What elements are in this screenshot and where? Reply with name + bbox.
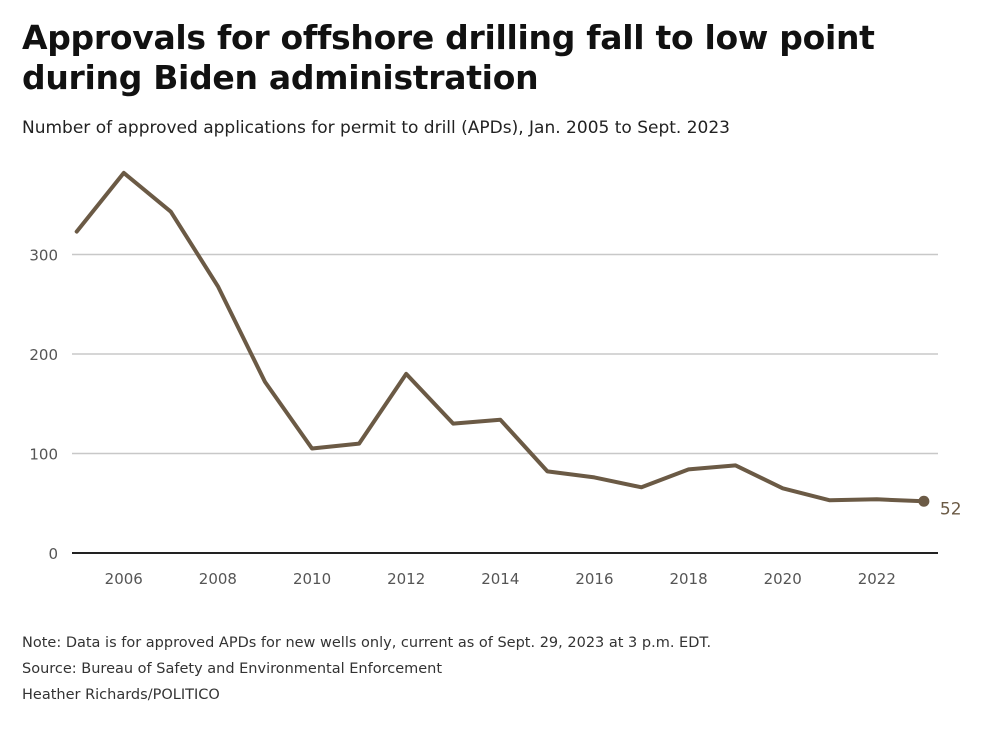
x-tick-label-2012: 2012 bbox=[387, 570, 425, 588]
footer-note: Note: Data is for approved APDs for new … bbox=[22, 635, 712, 651]
x-tick-label-2016: 2016 bbox=[575, 570, 613, 588]
x-tick-label-2008: 2008 bbox=[199, 570, 237, 588]
y-tick-label-100: 100 bbox=[29, 446, 58, 464]
x-tick-label-2014: 2014 bbox=[481, 570, 519, 588]
chart-subtitle: Number of approved applications for perm… bbox=[22, 118, 730, 138]
x-tick-label-2006: 2006 bbox=[105, 570, 143, 588]
footer: Note: Data is for approved APDs for new … bbox=[22, 630, 711, 708]
footer-credit: Heather Richards/POLITICO bbox=[22, 687, 220, 703]
x-tick-label-2020: 2020 bbox=[764, 570, 802, 588]
chart-title: Approvals for offshore drilling fall to … bbox=[22, 18, 875, 97]
end-point-marker bbox=[918, 495, 930, 507]
y-tick-label-300: 300 bbox=[29, 247, 58, 265]
y-tick-label-0: 0 bbox=[48, 545, 58, 563]
x-tick-label-2018: 2018 bbox=[669, 570, 707, 588]
footer-source: Source: Bureau of Safety and Environment… bbox=[22, 661, 443, 677]
x-tick-label-2010: 2010 bbox=[293, 570, 331, 588]
end-value-label: 52 bbox=[940, 499, 962, 519]
series-line-0 bbox=[74, 170, 926, 504]
x-tick-label-2022: 2022 bbox=[858, 570, 896, 588]
line-chart: 0 100 200 300 2006 2008 2010 2012 2014 2016 2018 20… bbox=[29, 170, 962, 588]
y-tick-label-200: 200 bbox=[29, 346, 58, 364]
